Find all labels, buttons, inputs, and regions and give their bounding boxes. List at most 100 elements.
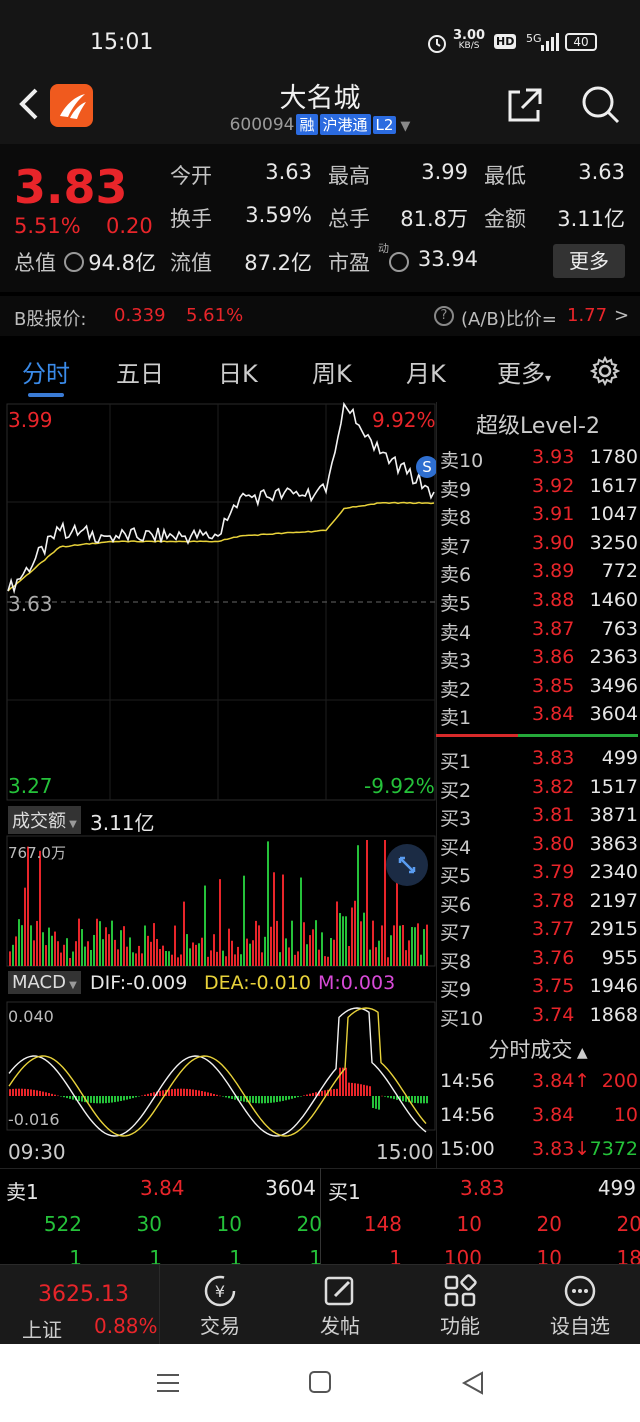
macd-bar [183,1088,185,1096]
macd-bar [309,1093,311,1096]
bid-row-3[interactable]: 买3 3.81 3871 [440,804,638,832]
back-chevron-icon[interactable] [14,84,44,124]
back-triangle-icon[interactable] [460,1370,486,1400]
home-icon[interactable] [308,1370,332,1398]
macd-bar [36,1090,38,1096]
tab-more[interactable]: 更多▾ [497,360,552,388]
pe-dots-icon[interactable] [389,252,409,272]
volume-bar [99,921,101,966]
macd-bar [423,1096,425,1104]
bid-volume: 2340 [589,861,638,883]
expand-icon[interactable] [386,844,428,886]
volume-bar [183,901,185,966]
macd-bar [150,1093,152,1096]
bid-row-4[interactable]: 买4 3.80 3863 [440,833,638,861]
more-button[interactable]: 更多 [553,244,625,278]
trades-title[interactable]: 分时成交 ▲ [488,1038,588,1062]
time-end-label: 15:00 [376,1140,434,1164]
tab-five-day[interactable]: 五日 [116,360,164,388]
nav-trade[interactable]: ¥ 交易 [160,1268,280,1340]
macd-bar [321,1090,323,1096]
bid-row-10[interactable]: 买10 3.74 1868 [440,1004,638,1032]
tab-daily-k[interactable]: 日K [218,360,258,388]
share-icon[interactable] [506,86,544,128]
macd-dif: DIF:-0.009 [90,972,188,994]
bid-row-7[interactable]: 买7 3.77 2915 [440,918,638,946]
volume-selector[interactable]: 成交额 ▼ [8,806,81,834]
macd-bar [99,1096,101,1104]
macd-bar [291,1096,293,1099]
bid-row-8[interactable]: 买8 3.76 955 [440,947,638,975]
menu-icon[interactable] [155,1370,181,1400]
bshare-row[interactable]: B股报价: 0.339 5.61% ? (A/B)比价= 1.77 > [0,296,640,336]
tab-intraday[interactable]: 分时 [22,360,70,388]
macd-bar [231,1096,233,1099]
ask-row-8[interactable]: 卖3 3.86 2363 [440,646,638,674]
bid-row-9[interactable]: 买9 3.75 1946 [440,975,638,1003]
search-icon[interactable] [580,84,622,130]
level2-title[interactable]: 超级Level-2 [475,414,600,439]
macd-bar [261,1096,263,1104]
volume-bar [273,872,275,966]
ask-volume: 1617 [589,474,638,497]
ask-row-5[interactable]: 卖6 3.89 772 [440,560,638,588]
macd-bar [132,1096,134,1099]
ask-row-6[interactable]: 卖5 3.88 1460 [440,589,638,617]
macd-bar [303,1095,305,1096]
macd-bar [102,1096,104,1104]
volume-bar [36,920,38,966]
macd-bars [9,1067,428,1110]
intraday-chart[interactable] [0,402,436,1168]
more-dots-icon[interactable] [64,252,84,272]
change-amount: 0.20 [106,214,153,238]
bid-price: 3.82 [532,775,575,798]
ask-queue-cell-1: 522 [43,1212,82,1236]
ask-row-1[interactable]: 卖10 3.93 1780 [440,446,638,474]
ask-volume: 1780 [589,446,638,468]
bid-row-1[interactable]: 买1 3.83 499 [440,747,638,775]
macd-bar [189,1089,191,1096]
ask-volume: 3604 [589,703,638,726]
sell-marker-icon[interactable]: S [416,456,438,478]
macd-bar [354,1083,356,1096]
macd-bar [201,1091,203,1096]
volume-bar [156,939,158,966]
turnover-value: 3.59% [245,203,312,227]
index-widget[interactable]: 3625.13 上证 0.88% [0,1264,160,1344]
macd-bar [414,1096,416,1103]
volume-bar [27,846,29,966]
dropdown-caret-icon[interactable]: ▼ [400,119,411,134]
ask-row-4[interactable]: 卖7 3.90 3250 [440,532,638,560]
gear-icon[interactable] [589,355,621,390]
volume-bar [267,841,269,966]
tab-monthly-k[interactable]: 月K [406,360,446,388]
bid-row-5[interactable]: 买5 3.79 2340 [440,861,638,889]
ask-row-7[interactable]: 卖4 3.87 763 [440,618,638,646]
ask-row-3[interactable]: 卖8 3.91 1047 [440,503,638,531]
macd-bar [393,1096,395,1100]
nav-functions[interactable]: 功能 [400,1268,520,1340]
ask-row-9[interactable]: 卖2 3.85 3496 [440,675,638,703]
nav-watchlist[interactable]: 设自选 [520,1268,640,1340]
macd-bar [195,1089,197,1096]
volume-bar [18,919,20,966]
macd-bar [273,1096,275,1103]
nav-post[interactable]: 发帖 [280,1268,400,1340]
ask-row-10[interactable]: 卖1 3.84 3604 [440,703,638,731]
macd-bar [243,1096,245,1102]
bid-row-2[interactable]: 买2 3.82 1517 [440,776,638,804]
bid-row-6[interactable]: 买6 3.78 2197 [440,890,638,918]
volume-bar [249,943,251,966]
ratio-value: 1.77 [567,305,608,326]
volume-bar [243,875,245,966]
tab-active-indicator [28,393,64,397]
bid-volume: 3863 [589,832,638,855]
bid-price: 3.83 [532,747,575,769]
indicator-selector[interactable]: MACD ▼ [8,971,81,994]
help-icon[interactable]: ? [434,306,454,326]
tab-weekly-k[interactable]: 周K [312,360,352,388]
ask-row-2[interactable]: 卖9 3.92 1617 [440,475,638,503]
dea-line [8,1007,427,1137]
macd-bar [87,1096,89,1103]
ask-volume: 1460 [589,589,638,611]
